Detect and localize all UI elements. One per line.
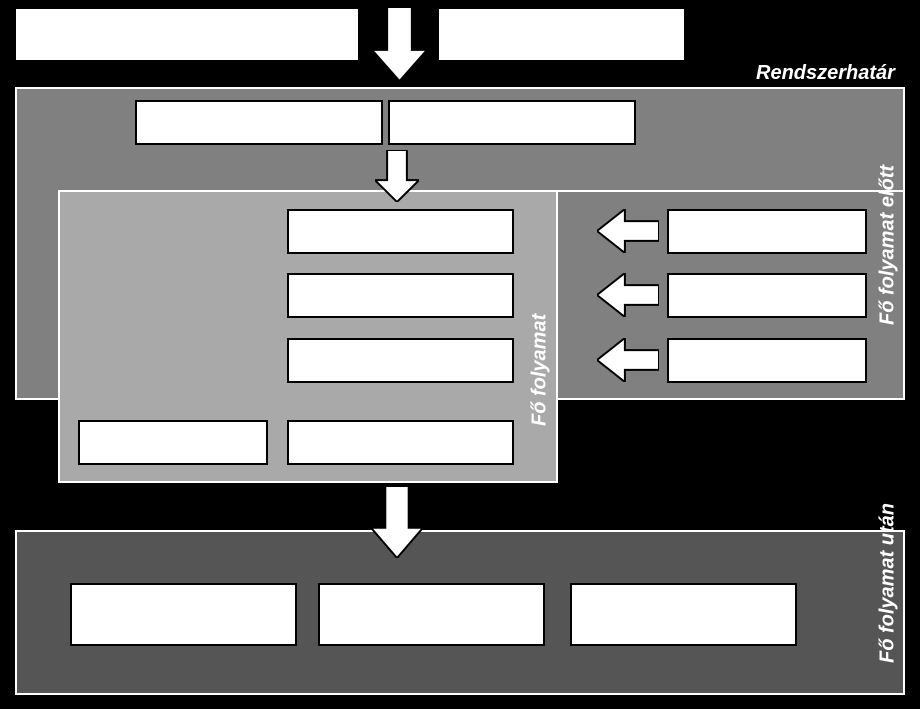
label-system-boundary: Rendszerhatár xyxy=(756,62,916,86)
node-row2-left xyxy=(135,100,383,145)
node-right-2 xyxy=(667,273,867,318)
label-main-process: Fő folyamat xyxy=(528,265,552,475)
arrow-a-r1 xyxy=(597,209,659,253)
node-center-1 xyxy=(287,209,514,254)
node-out-right xyxy=(570,583,797,646)
label-before-main: Fő folyamat előtt xyxy=(876,100,900,390)
node-top-left xyxy=(14,7,360,62)
node-center-3 xyxy=(287,338,514,383)
flowchart-canvas: Rendszerhatár Fő folyamat előtt Fő folyama… xyxy=(0,0,920,709)
node-out-left xyxy=(70,583,297,646)
node-center-4 xyxy=(287,420,514,465)
node-row2-right xyxy=(388,100,636,145)
node-out-mid xyxy=(318,583,545,646)
arrow-a-top xyxy=(372,7,427,81)
node-right-3 xyxy=(667,338,867,383)
label-after-main: Fő folyamat után xyxy=(876,470,900,695)
node-top-right xyxy=(437,7,686,62)
node-right-1 xyxy=(667,209,867,254)
arrow-a-mid1 xyxy=(375,150,419,202)
node-center-2 xyxy=(287,273,514,318)
arrow-a-r2 xyxy=(597,273,659,317)
arrow-a-r3 xyxy=(597,338,659,382)
node-bottom-left-small xyxy=(78,420,268,465)
arrow-a-out xyxy=(371,486,423,558)
